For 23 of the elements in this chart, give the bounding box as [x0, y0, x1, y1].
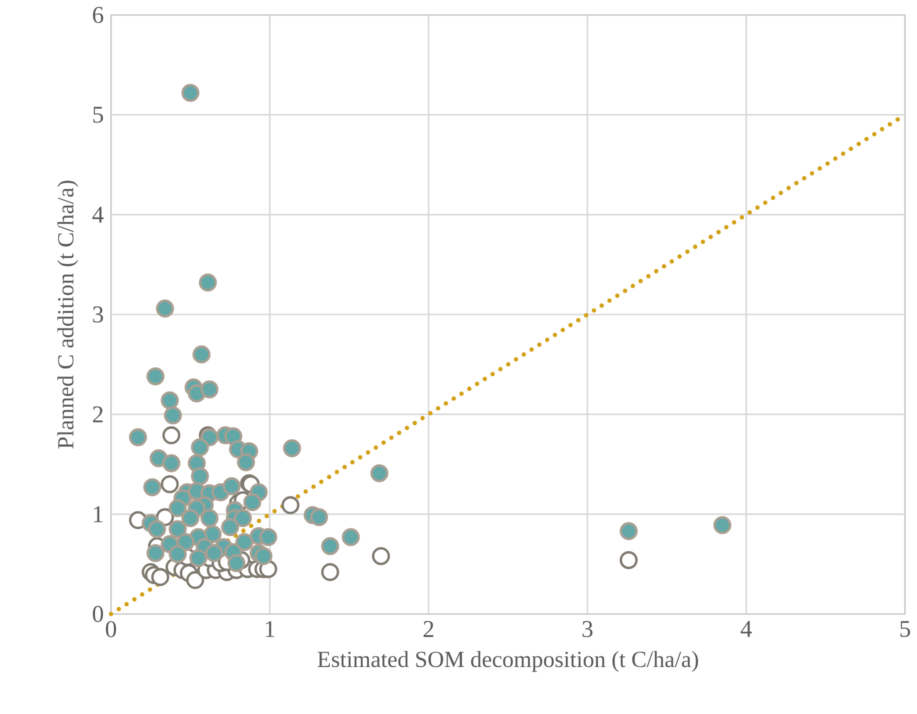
- point: [281, 496, 300, 514]
- x-tick-label: 0: [106, 621, 116, 638]
- point: [321, 563, 340, 582]
- point: [620, 551, 638, 570]
- y-axis-title: Planned C addition (t C/ha/a): [57, 180, 78, 449]
- point: [160, 475, 179, 494]
- point: [151, 568, 170, 586]
- x-tick-label: 4: [740, 621, 752, 637]
- x-tick-label: 5: [900, 621, 910, 637]
- point: [162, 426, 180, 444]
- y-tick-label: 0: [92, 606, 104, 622]
- point: [372, 547, 390, 566]
- x-tick-label: 2: [424, 621, 434, 637]
- y-tick-label: 3: [93, 306, 104, 323]
- y-tick-label: 5: [93, 106, 104, 123]
- x-tick-label: 3: [582, 621, 592, 638]
- x-axis-title: Estimated SOM decomposition (t C/ha/a): [318, 650, 698, 672]
- y-tick-label: 1: [94, 506, 103, 522]
- point: [186, 571, 204, 590]
- x-tick-label: 1: [266, 621, 274, 637]
- y-tick-label: 4: [92, 206, 104, 223]
- y-tick-label: 2: [93, 406, 103, 422]
- y-tick-label: 6: [92, 6, 104, 24]
